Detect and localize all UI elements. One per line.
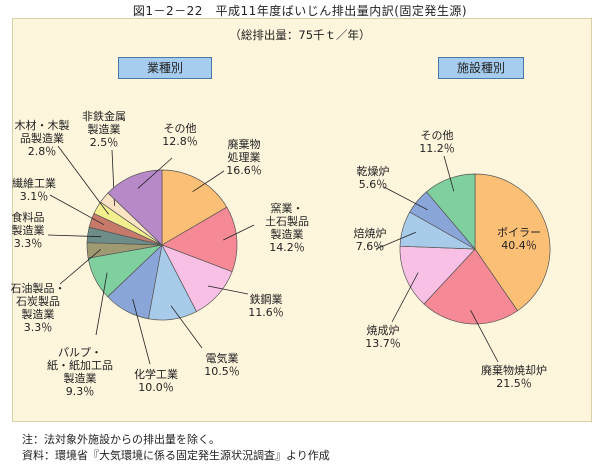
- data-label-廃棄物処理業: 廃棄物処理業 16.6％: [226, 137, 262, 177]
- facility-chart-title: 施設種別: [438, 57, 524, 79]
- data-label-焙焼炉: 焙焼炉 7.6％: [354, 226, 387, 253]
- leader-line-鉄鋼業: [207, 285, 249, 295]
- leader-line-焼成炉: [391, 272, 419, 323]
- leader-line-繊維工業: [49, 194, 105, 226]
- leader-line-石油製品-石炭製品製造業: [59, 249, 101, 285]
- leader-line-窯業-土石製品製造業: [223, 224, 255, 241]
- data-label-その他: その他 11.2％: [419, 129, 455, 155]
- data-label-パルプ-紙-紙加工品製造業: パルプ・紙・紙加工品製造業 9.3％: [47, 346, 113, 398]
- leader-line-廃棄物焼却炉: [470, 310, 499, 363]
- pie-slice-廃棄物焼却炉: [423, 248, 519, 325]
- data-label-電気業: 電気業 10.5％: [204, 351, 240, 378]
- leader-line-その他: [443, 155, 455, 192]
- leader-line-食料品製造業: [47, 234, 102, 238]
- industry-chart-title: 業種別: [118, 57, 212, 79]
- pie-slice-廃棄物処理業: [161, 169, 228, 246]
- data-label-廃棄物焼却炉: 廃棄物焼却炉 21.5％: [481, 363, 547, 390]
- data-label-ボイラー: ボイラー 40.4％: [497, 226, 541, 252]
- data-label-木材-木製品製造業: 木材・木製品製造業 2.8％: [15, 118, 70, 158]
- note-source: 資料：環境省『大気環境に係る固定発生源状況調査』より作成: [22, 449, 330, 462]
- leader-line-その他: [137, 157, 173, 189]
- note-exclusion: 注：法対象外施設からの排出量を除く。: [22, 433, 220, 446]
- data-label-鉄鋼業: 鉄鋼業 11.6％: [248, 292, 284, 319]
- leader-line-乾燥炉: [383, 186, 428, 211]
- leader-line-廃棄物処理業: [192, 170, 225, 193]
- pie-slice-窯業-土石製品製造業: [161, 206, 238, 273]
- data-label-非鉄金属製造業: 非鉄金属製造業 2.5％: [82, 109, 126, 149]
- leader-line-焙焼炉: [375, 231, 416, 250]
- data-label-食料品製造業: 食料品製造業 3.3％: [12, 210, 45, 250]
- leader-line-木材-木製品製造業: [57, 145, 110, 215]
- leader-line-パルプ-紙-紙加工品製造業: [95, 272, 108, 336]
- data-label-その他: その他 12.8％: [162, 122, 198, 148]
- total-emission-subtitle: （総排出量：75千ｔ／年）: [229, 28, 371, 42]
- pie-slice-その他: [107, 169, 163, 246]
- pie-slice-ボイラー: [474, 173, 551, 312]
- data-label-石油製品-石炭製品製造業: 石油製品・石炭製品製造業 3.3％: [11, 281, 66, 334]
- data-label-化学工業: 化学工業 10.0％: [134, 367, 178, 394]
- pie-slice-焼成炉: [399, 245, 476, 305]
- leader-line-電気業: [170, 305, 203, 349]
- data-label-繊維工業: 繊維工業 3.1％: [12, 177, 56, 203]
- figure-title: 図1－2－22 平成11年度ばいじん排出量内訳(固定発生源): [132, 4, 468, 18]
- leader-line-化学工業: [132, 298, 151, 365]
- pie-slice-その他: [425, 173, 476, 250]
- data-label-乾燥炉: 乾燥炉 5.6％: [357, 165, 390, 191]
- data-label-焼成炉: 焼成炉 13.7％: [365, 324, 401, 350]
- data-label-窯業-土石製品製造業: 窯業・土石製品製造業 14.2％: [265, 201, 309, 254]
